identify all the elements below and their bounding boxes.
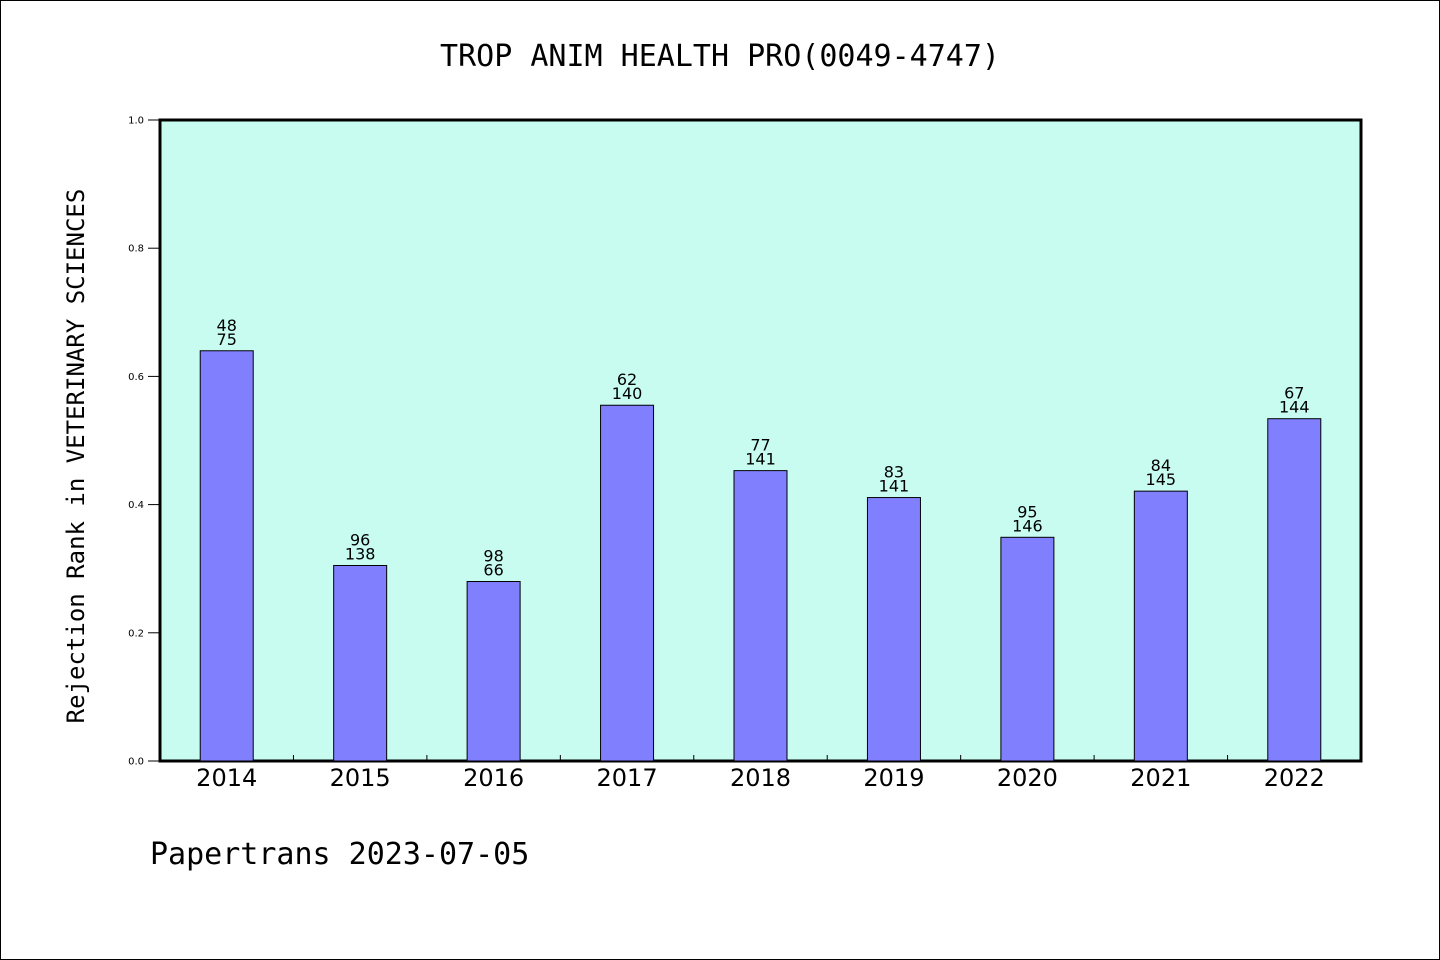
y-axis-label: Rejection Rank in VETERINARY SCIENCES: [62, 189, 90, 724]
bar-label-bottom: 145: [1146, 470, 1177, 489]
x-tick-label: 2019: [863, 764, 924, 792]
y-tick-label: 0.8: [128, 244, 144, 255]
x-tick-label: 2018: [730, 764, 791, 792]
bar: [199, 350, 254, 762]
x-tick-label: 2015: [330, 764, 391, 792]
chart-title: TROP ANIM HEALTH PRO(0049-4747): [440, 39, 1000, 74]
bar-label-top: 95: [1017, 502, 1037, 521]
bar-label-bottom: 75: [217, 330, 237, 349]
bar-label-top: 83: [884, 463, 904, 482]
bar-label-top: 96: [350, 530, 370, 549]
y-tick-label: 0.0: [128, 757, 144, 768]
bar: [466, 581, 521, 762]
bar-label-bottom: 146: [1012, 516, 1043, 535]
bar-label-top: 48: [217, 316, 237, 335]
bar-label-top: 77: [750, 436, 770, 455]
bar-label-top: 98: [483, 547, 503, 566]
footer-credit: Papertrans 2023-07-05: [150, 837, 529, 872]
bar-label-top: 84: [1151, 456, 1171, 475]
bar: [1000, 536, 1055, 762]
bar-label-bottom: 140: [612, 384, 643, 403]
x-tick-label: 2017: [597, 764, 658, 792]
y-tick-label: 0.6: [128, 372, 144, 383]
bar-label-bottom: 144: [1279, 398, 1310, 417]
bar-label-top: 62: [617, 370, 637, 389]
bar-label-top: 67: [1284, 384, 1304, 403]
y-tick-label: 0.4: [128, 500, 144, 511]
bar-label-bottom: 138: [345, 544, 376, 563]
x-tick-label: 2016: [463, 764, 524, 792]
bar: [1267, 418, 1322, 762]
bar-label-bottom: 141: [745, 450, 776, 469]
x-tick-label: 2020: [997, 764, 1058, 792]
y-tick-label: 0.2: [128, 628, 144, 639]
bar: [600, 404, 655, 762]
bar: [733, 470, 788, 762]
x-tick-label: 2022: [1264, 764, 1325, 792]
bar-label-bottom: 141: [879, 477, 910, 496]
bar: [333, 564, 388, 762]
y-axis-ticks: 0.0 0.2 0.4 0.6 0.8 1.0: [128, 116, 160, 768]
bar-label-bottom: 66: [483, 561, 503, 580]
bar: [866, 497, 921, 762]
bar: [1133, 490, 1188, 762]
x-tick-label: 2014: [196, 764, 257, 792]
x-tick-label: 2021: [1130, 764, 1191, 792]
y-tick-label: 1.0: [128, 116, 144, 127]
x-axis-ticks: 2014 2015 2016 2017 2018 2019 2020 2021 2022: [196, 755, 1325, 792]
